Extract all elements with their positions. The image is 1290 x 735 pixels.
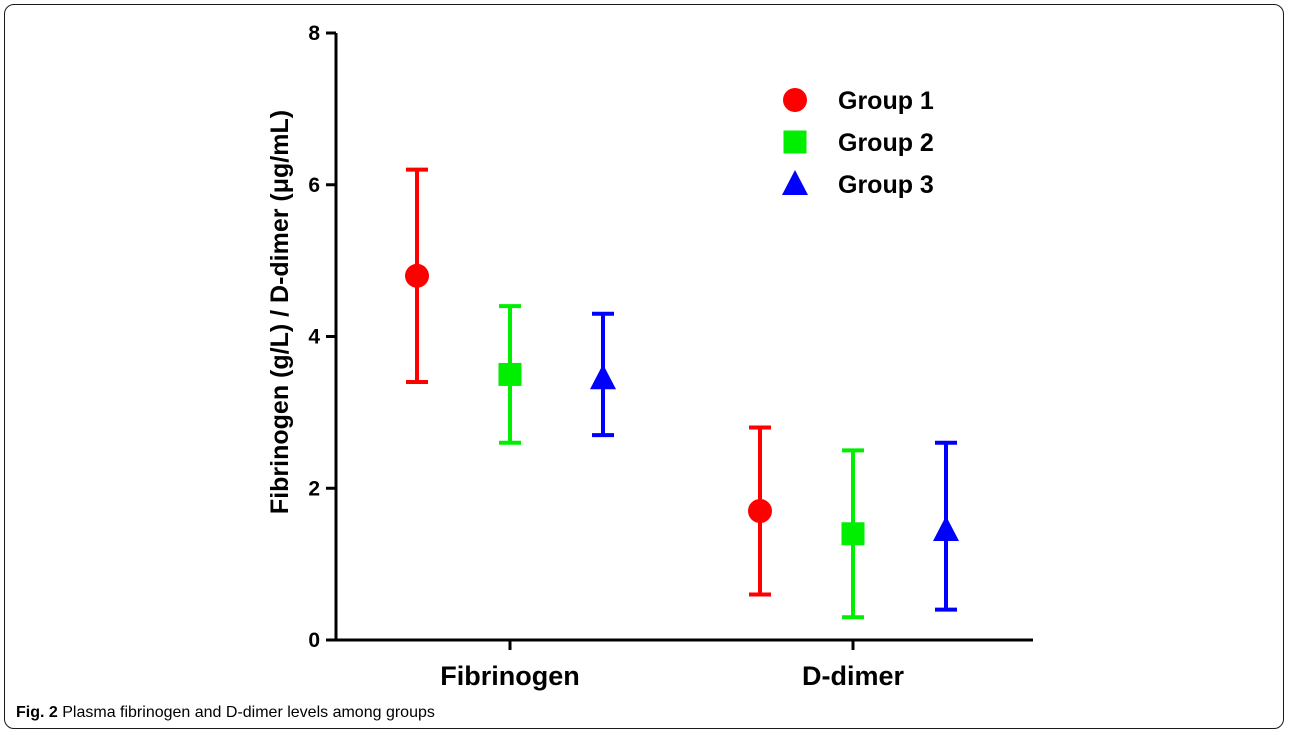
legend-label-group-2: Group 2 bbox=[838, 129, 934, 157]
axes: 0 2 4 6 8 Fibrinogen D-dimer bbox=[308, 22, 1033, 691]
y-tick-label: 6 bbox=[308, 174, 320, 197]
chart-marks bbox=[405, 167, 959, 620]
figure-caption: Fig. 2 Plasma fibrinogen and D-dimer lev… bbox=[16, 704, 435, 722]
legend-marker-group-2 bbox=[783, 130, 807, 154]
legend-marker-group-3 bbox=[782, 170, 808, 195]
x-tick-label: D-dimer bbox=[802, 661, 905, 691]
legend-label-group-1: Group 1 bbox=[838, 87, 934, 115]
legend: Group 1 Group 2 Group 3 bbox=[782, 87, 934, 199]
legend-label-group-3: Group 3 bbox=[838, 171, 934, 199]
y-axis-title: Fibrinogen (g/L) / D-dimer (μg/mL) bbox=[266, 110, 294, 514]
y-tick-label: 2 bbox=[308, 477, 320, 500]
data-point-group-2 bbox=[841, 522, 865, 546]
data-point-group-1 bbox=[405, 263, 429, 288]
legend-marker-group-1 bbox=[783, 88, 807, 112]
data-point-group-3 bbox=[590, 364, 616, 390]
data-point-group-1 bbox=[748, 499, 772, 524]
data-point-group-2 bbox=[498, 362, 522, 386]
caption-text: Plasma fibrinogen and D-dimer levels amo… bbox=[62, 704, 435, 721]
x-tick-label: Fibrinogen bbox=[440, 661, 579, 691]
y-tick-label: 8 bbox=[308, 22, 320, 45]
figure-frame bbox=[4, 4, 1284, 729]
data-point-group-3 bbox=[933, 515, 959, 541]
y-tick-label: 0 bbox=[308, 629, 320, 652]
y-tick-label: 4 bbox=[308, 326, 320, 349]
caption-label: Fig. 2 bbox=[16, 704, 58, 721]
